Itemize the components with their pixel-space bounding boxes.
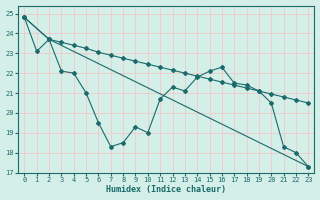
X-axis label: Humidex (Indice chaleur): Humidex (Indice chaleur) [106,185,226,194]
